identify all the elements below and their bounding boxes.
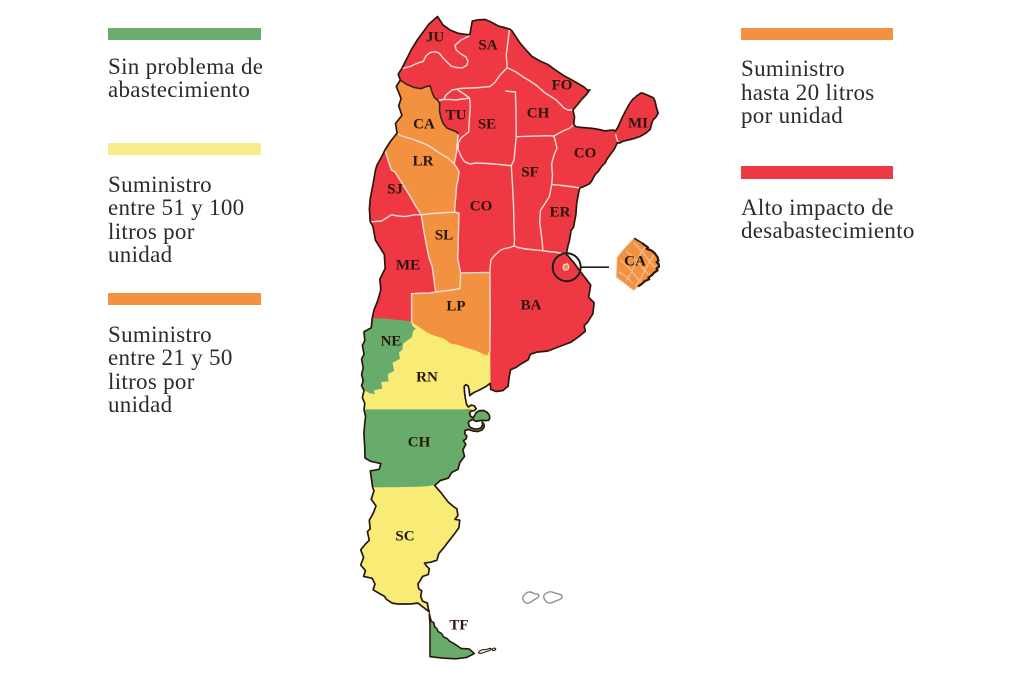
svg-text:LR: LR — [413, 153, 434, 169]
svg-text:CO: CO — [574, 145, 597, 161]
svg-text:TU: TU — [446, 107, 467, 123]
svg-text:SF: SF — [521, 164, 539, 180]
svg-text:LP: LP — [446, 298, 465, 314]
svg-text:TF: TF — [449, 617, 468, 633]
svg-text:FO: FO — [552, 77, 573, 93]
svg-text:CO: CO — [470, 198, 493, 214]
svg-text:CA: CA — [624, 253, 646, 269]
svg-text:ME: ME — [396, 257, 420, 273]
svg-text:BA: BA — [521, 297, 542, 313]
svg-text:CH: CH — [527, 105, 550, 121]
svg-text:JU: JU — [426, 29, 445, 45]
svg-text:RN: RN — [416, 369, 438, 385]
svg-text:SE: SE — [478, 116, 496, 132]
svg-text:CA: CA — [413, 116, 435, 132]
svg-text:MI: MI — [628, 115, 648, 131]
svg-text:SC: SC — [395, 528, 414, 544]
svg-text:ER: ER — [550, 204, 571, 220]
svg-text:CH: CH — [408, 434, 431, 450]
svg-text:NE: NE — [381, 333, 402, 349]
svg-text:SJ: SJ — [387, 181, 403, 197]
svg-text:SA: SA — [478, 37, 497, 53]
svg-text:SL: SL — [435, 227, 453, 243]
